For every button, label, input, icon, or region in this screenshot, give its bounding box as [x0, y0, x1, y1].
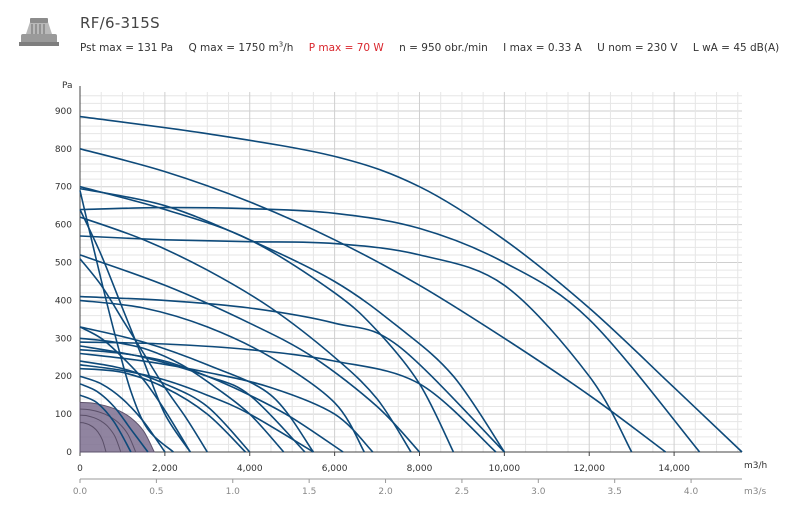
fan-curve-1	[79, 115, 743, 453]
x-tick-label: 12,000	[573, 464, 605, 474]
x-secondary-tick-label: 4.0	[684, 487, 699, 497]
x-axis-label: m3/h	[744, 461, 767, 471]
y-tick-label: 400	[55, 296, 72, 306]
x-secondary-tick-label: 0.5	[149, 487, 163, 497]
x-secondary-tick-label: 2.0	[378, 487, 393, 497]
x-tick-label: 10,000	[489, 464, 521, 474]
x-tick-label: 0	[77, 464, 83, 474]
x-secondary-axis-label: m3/s	[744, 487, 767, 497]
fan-curve-3	[79, 206, 701, 453]
y-tick-label: 200	[55, 372, 72, 382]
x-tick-label: 2,000	[152, 464, 178, 474]
fan-curve-8	[79, 254, 421, 453]
fan-area-contour	[79, 422, 107, 453]
fan-curve-11	[79, 326, 315, 453]
spec-unom: U nom = 230 V	[597, 41, 678, 54]
fan-curve-18	[79, 258, 208, 453]
product-title: RF/6-315S	[80, 14, 160, 32]
spec-pmax: P max = 70 W	[308, 41, 384, 54]
fan-curve-26	[79, 352, 374, 453]
x-tick-label: 4,000	[237, 464, 263, 474]
fan-curve-23	[79, 383, 149, 453]
x-secondary-tick-label: 0.0	[73, 487, 88, 497]
fan-curve-22	[79, 375, 166, 453]
fan-curve-4	[79, 235, 633, 453]
x-secondary-tick-label: 3.5	[608, 487, 622, 497]
spec-imax: I max = 0.33 A	[503, 41, 582, 54]
fan-curve-7	[79, 216, 412, 453]
x-secondary-tick-label: 3.0	[531, 487, 546, 497]
y-tick-label: 500	[55, 259, 72, 269]
fan-area-contour	[79, 414, 122, 453]
fan-curve-12	[79, 341, 497, 453]
fan-curve-10	[79, 299, 365, 453]
x-secondary-tick-label: 1.5	[302, 487, 316, 497]
x-tick-label: 6,000	[322, 464, 348, 474]
fan-curve-14	[79, 360, 251, 453]
header: RF/6-315S Pst max = 131 Pa Q max = 1750 …	[0, 0, 790, 60]
spec-pst: Pst max = 131 Pa	[80, 41, 174, 54]
y-axis-label: Pa	[62, 81, 73, 91]
spec-speed: n = 950 obr./min	[399, 41, 488, 54]
fan-curve-17	[79, 209, 191, 453]
fan-curve-6	[79, 187, 506, 453]
x-tick-label: 14,000	[658, 464, 690, 474]
fan-curve-19	[79, 326, 191, 453]
y-tick-label: 600	[55, 221, 72, 231]
fan-curve-9	[79, 295, 505, 453]
x-secondary-tick-label: 1.0	[226, 487, 241, 497]
spec-qmax: Q max = 1750 m3/h	[188, 40, 294, 54]
fan-curve-21	[79, 348, 344, 453]
x-tick-label: 8,000	[407, 464, 433, 474]
fan-curve-2	[79, 148, 667, 453]
y-tick-label: 900	[55, 107, 72, 117]
fan-curve-24	[79, 394, 132, 453]
fan-area-contour	[79, 408, 137, 453]
y-tick-label: 700	[55, 183, 72, 193]
spec-line: Pst max = 131 Pa Q max = 1750 m3/h P max…	[80, 40, 790, 54]
x-secondary-tick-label: 2.5	[455, 487, 469, 497]
y-tick-label: 100	[55, 410, 72, 420]
y-tick-label: 800	[55, 145, 72, 155]
y-tick-label: 0	[66, 448, 72, 458]
spec-lwa: L wA = 45 dB(A)	[692, 41, 780, 54]
fan-curve-25	[79, 364, 314, 453]
roof-fan-icon	[19, 18, 59, 46]
y-tick-label: 300	[55, 334, 72, 344]
